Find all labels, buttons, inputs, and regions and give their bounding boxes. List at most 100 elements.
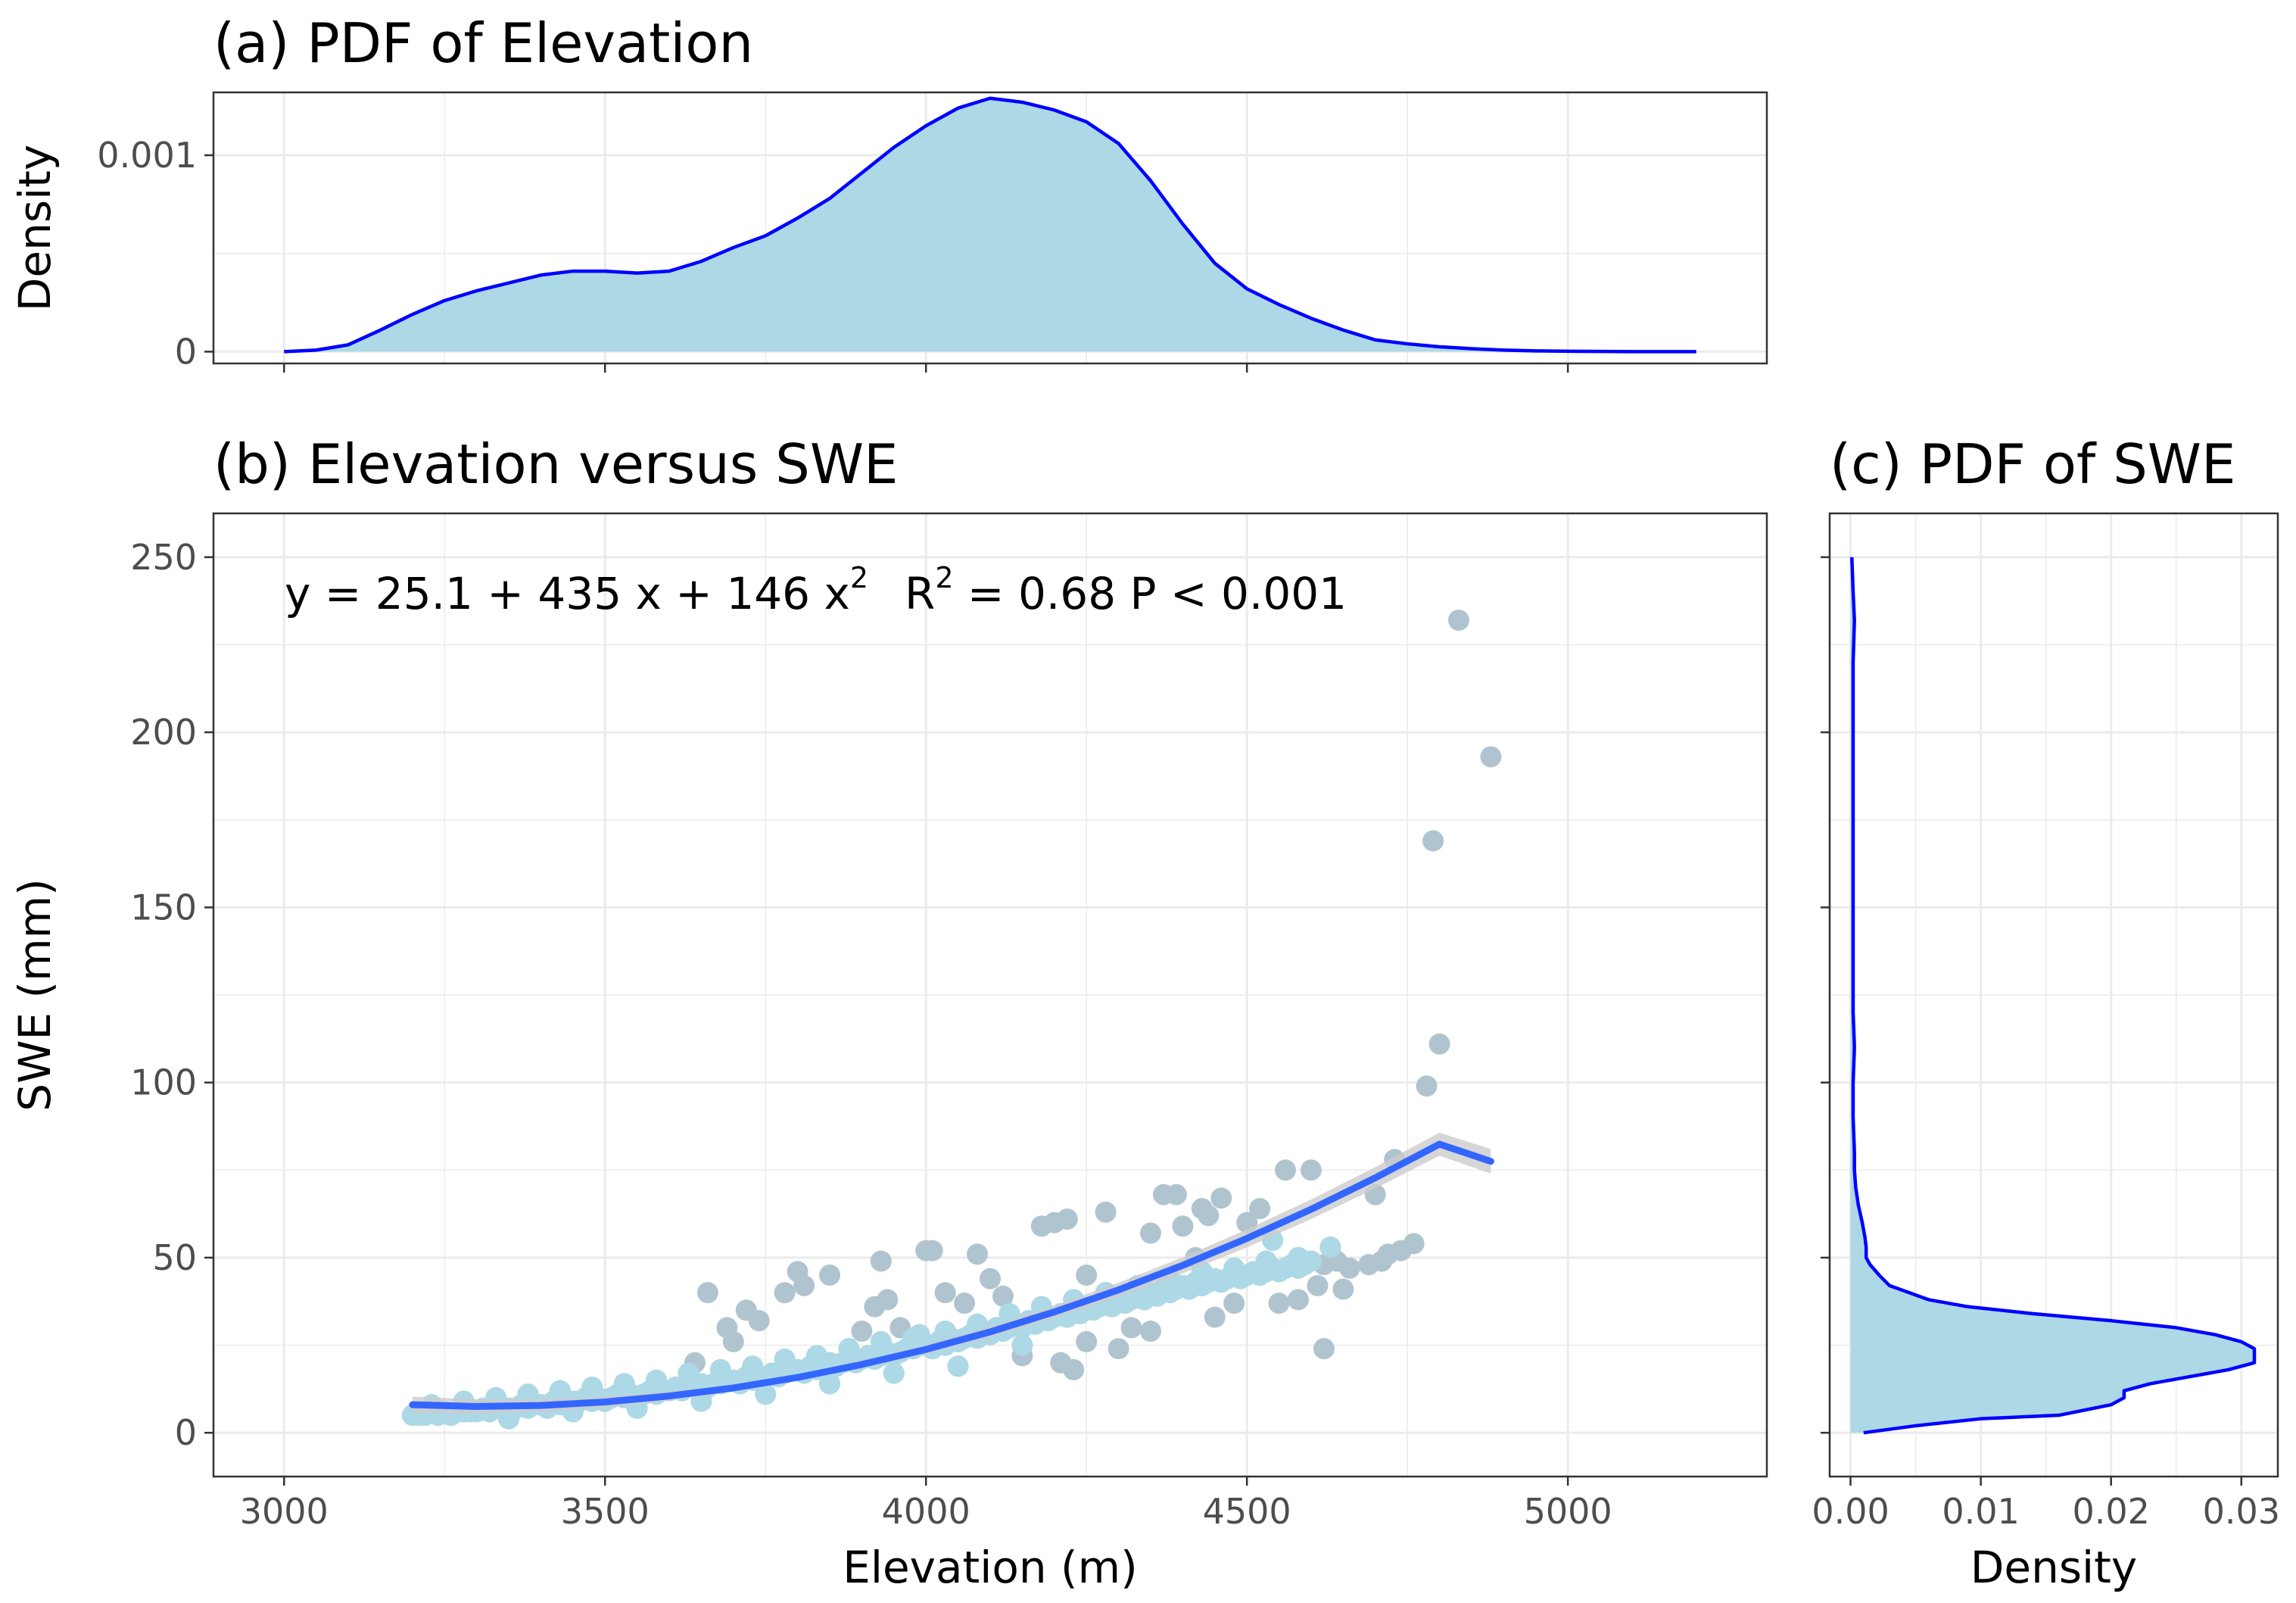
swe-point <box>870 1250 892 1272</box>
swe-point <box>1428 1033 1450 1055</box>
swe-point <box>934 1282 956 1304</box>
swe-point <box>1403 1233 1425 1255</box>
swe-point-dense <box>742 1355 764 1377</box>
panel-c-border <box>1828 512 2279 1478</box>
panel-b-border <box>212 512 1768 1478</box>
swe-point-dense <box>1319 1237 1341 1258</box>
swe-point <box>1076 1330 1098 1352</box>
equation-stats-part: = 0.68 P < 0.001 <box>954 568 1347 619</box>
swe-point <box>1300 1159 1322 1181</box>
swe-point-dense <box>819 1373 841 1395</box>
panel-a-border <box>212 91 1768 365</box>
equation-r-superscript: 2 <box>935 561 953 594</box>
panel-a-y-tick-label: 0.001 <box>97 135 197 176</box>
swe-point <box>1338 1257 1360 1279</box>
swe-point-dense <box>549 1380 571 1402</box>
swe-point <box>1313 1338 1335 1360</box>
swe-point <box>1275 1159 1297 1181</box>
swe-point <box>1307 1274 1329 1296</box>
swe-point <box>921 1240 943 1262</box>
swe-point-dense <box>678 1362 699 1384</box>
swe-point <box>992 1285 1014 1307</box>
swe-point <box>1210 1187 1232 1209</box>
swe-point-dense <box>1011 1334 1033 1356</box>
panel-b-y-tick-label: 250 <box>130 537 197 578</box>
swe-point-dense <box>774 1349 796 1371</box>
swe-point-dense <box>883 1362 905 1384</box>
panel-c-x-tick-label: 0.01 <box>1942 1491 2019 1532</box>
panel-a-y-tick-label: 0 <box>175 331 197 372</box>
panel-b-y-tick-label: 100 <box>130 1062 197 1103</box>
swe-density-fill <box>1850 557 2255 1433</box>
swe-point-dense <box>1255 1250 1277 1272</box>
panel-b-x-axis: 3000 3500 4000 4500 5000 <box>240 1477 1612 1532</box>
panel-swe-pdf: (c) PDF of SWE 0.00 0.01 0.02 0.03 Density <box>1812 432 2280 1593</box>
swe-point <box>722 1330 744 1352</box>
swe-point-dense <box>870 1330 892 1352</box>
swe-point-dense <box>1223 1257 1245 1279</box>
swe-point <box>1056 1208 1078 1230</box>
swe-point-dense <box>947 1355 969 1377</box>
panel-b-y-axis-title: SWE (mm) <box>9 878 61 1112</box>
panel-c-density-area <box>1850 557 2257 1435</box>
swe-point <box>1063 1358 1085 1380</box>
swe-point <box>1076 1265 1098 1286</box>
panel-elevation-vs-swe: (b) Elevation versus SWE 3000 3500 4000 450… <box>9 432 1768 1593</box>
panel-b-y-tick-label: 0 <box>175 1412 197 1453</box>
swe-point <box>1480 746 1502 768</box>
swe-point <box>1223 1293 1245 1315</box>
panel-elevation-pdf: (a) PDF of Elevation 0 0.001 Density <box>9 11 1768 373</box>
swe-point <box>851 1321 873 1343</box>
panel-b-x-tick-label: 4500 <box>1203 1491 1291 1532</box>
panel-b-x-tick-label: 3000 <box>240 1491 329 1532</box>
panel-b-y-axis: 0 50 100 150 200 250 <box>130 537 213 1453</box>
swe-point-dense <box>646 1369 668 1391</box>
swe-point <box>877 1289 899 1311</box>
swe-point-dense <box>498 1408 520 1430</box>
swe-point <box>1165 1184 1187 1205</box>
panel-b-plot-area <box>401 610 1502 1430</box>
swe-point <box>967 1243 989 1265</box>
panel-c-title: (c) PDF of SWE <box>1830 432 2235 496</box>
swe-point-dense <box>581 1377 603 1399</box>
swe-point-dense <box>908 1324 930 1346</box>
swe-density-line <box>1850 557 2257 1435</box>
swe-point <box>1095 1201 1117 1223</box>
swe-point <box>1198 1205 1220 1227</box>
swe-point-dense <box>934 1321 956 1343</box>
panel-c-x-tick-label: 0.02 <box>2073 1491 2150 1532</box>
panel-c-x-tick-label: 0.00 <box>1812 1491 1889 1532</box>
swe-point <box>1332 1278 1354 1300</box>
panel-b-y-tick-label: 150 <box>130 887 197 928</box>
panel-a-density-area <box>284 96 1696 354</box>
panel-c-x-tick-label: 0.03 <box>2203 1491 2280 1532</box>
panel-b-x-tick-label: 5000 <box>1524 1491 1612 1532</box>
swe-point <box>748 1310 770 1332</box>
panel-a-title: (a) PDF of Elevation <box>213 11 753 75</box>
panel-b-y-tick-label: 50 <box>152 1237 197 1278</box>
panel-b-x-tick-label: 3500 <box>561 1491 650 1532</box>
swe-point-dense <box>613 1373 635 1395</box>
swe-point-dense <box>709 1358 731 1380</box>
swe-point <box>1416 1075 1438 1097</box>
swe-point <box>787 1261 808 1283</box>
swe-point <box>1447 610 1469 632</box>
equation-y-part: y = 25.1 + 435 x + 146 x <box>285 568 850 619</box>
panel-b-x-tick-label: 4000 <box>882 1491 970 1532</box>
swe-point <box>1172 1215 1194 1237</box>
equation-x-superscript: 2 <box>850 561 868 594</box>
swe-point <box>774 1282 796 1304</box>
swe-point <box>954 1293 976 1315</box>
swe-point <box>696 1282 718 1304</box>
swe-point <box>1139 1321 1161 1343</box>
panel-c-x-axis-title: Density <box>1970 1542 2138 1593</box>
panel-c-x-axis: 0.00 0.01 0.02 0.03 <box>1812 556 2280 1532</box>
swe-point-dense <box>806 1345 828 1367</box>
elevation-density-fill <box>284 98 1696 352</box>
swe-point <box>1268 1293 1290 1315</box>
panel-b-title: (b) Elevation versus SWE <box>213 432 899 496</box>
swe-point-dense <box>1288 1246 1310 1268</box>
swe-point <box>1249 1198 1271 1220</box>
panel-b-x-axis-title: Elevation (m) <box>843 1542 1138 1593</box>
polynomial-fit-line <box>409 1140 1494 1410</box>
